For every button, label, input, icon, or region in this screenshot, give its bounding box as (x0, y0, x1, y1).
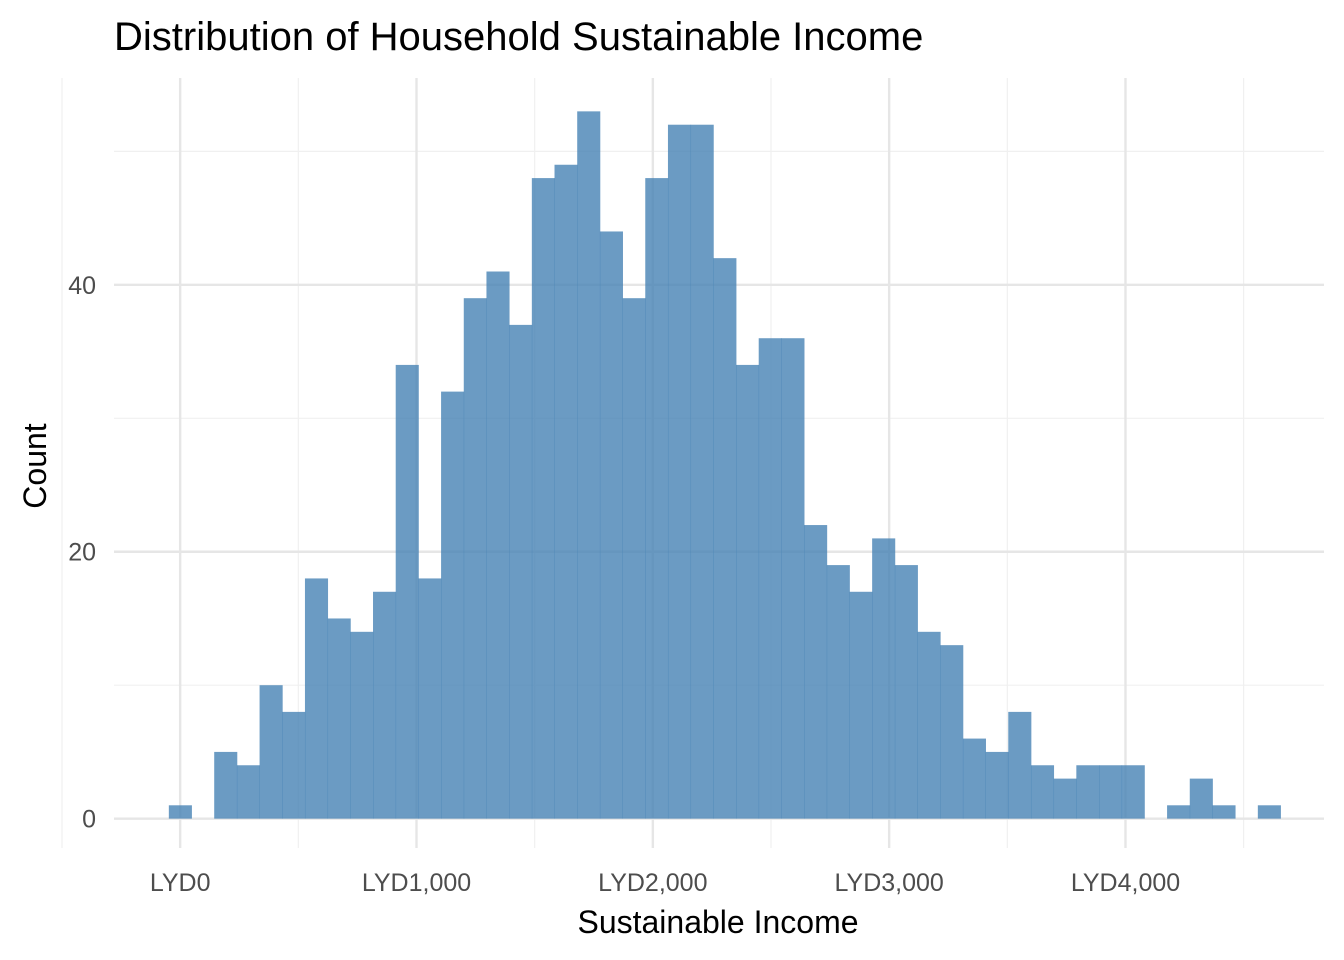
histogram-bar (441, 391, 465, 819)
x-tick-label: LYD1,000 (362, 869, 471, 897)
histogram-bar (1121, 765, 1145, 819)
histogram-bar (373, 591, 397, 819)
histogram-bar (1053, 778, 1077, 819)
histogram-bar (667, 124, 692, 819)
histogram-bar (690, 124, 714, 819)
histogram-bar (758, 338, 782, 819)
histogram-bar (168, 805, 192, 819)
histogram-bar (395, 364, 419, 819)
histogram-bar (940, 645, 964, 819)
histogram-bar (985, 751, 1009, 819)
histogram-bar (236, 765, 260, 819)
x-axis-ticks: LYD0 LYD1,000 LYD2,000 LYD3,000 LYD4,000 (150, 869, 1180, 897)
y-tick-label: 40 (68, 272, 96, 300)
histogram-bar (282, 711, 306, 819)
histogram-bar (894, 565, 918, 819)
histogram-bar (463, 298, 487, 819)
x-tick-label: LYD0 (150, 869, 211, 897)
histogram-bar (849, 591, 873, 819)
histogram-bar (645, 178, 669, 819)
x-tick-label: LYD4,000 (1071, 869, 1180, 897)
histogram-bar (622, 298, 646, 819)
histogram-bar (1212, 805, 1236, 819)
histogram-bar (259, 685, 283, 819)
histogram-bar (214, 751, 238, 819)
histogram-bar (713, 258, 737, 819)
y-axis-title: Count (17, 423, 53, 509)
histogram-bar (418, 578, 442, 819)
histogram-bar (554, 164, 578, 819)
histogram-bar (1030, 765, 1055, 819)
histogram-bar (531, 178, 555, 819)
histogram-bar (509, 324, 533, 819)
histogram-bar (486, 271, 510, 819)
x-tick-label: LYD2,000 (598, 869, 707, 897)
histogram-bar (304, 578, 329, 819)
histogram-bar (577, 111, 601, 819)
histogram-bar (781, 338, 805, 819)
histogram-bar (1099, 765, 1123, 819)
y-tick-label: 0 (82, 806, 96, 834)
histogram-bar (736, 364, 760, 819)
histogram-bar (1189, 778, 1213, 819)
y-axis-ticks: 0 20 40 (68, 272, 96, 834)
chart-title: Distribution of Household Sustainable In… (114, 15, 923, 59)
histogram-bar (917, 631, 941, 819)
histogram-bar (962, 738, 986, 819)
histogram-bar (804, 525, 828, 819)
x-axis-title: Sustainable Income (577, 904, 858, 940)
histogram-bars (168, 111, 1281, 819)
histogram-bar (327, 618, 351, 819)
histogram-bar (1008, 711, 1032, 819)
histogram-bar (599, 231, 623, 819)
histogram-bar (1257, 805, 1281, 819)
histogram-bar (350, 631, 374, 819)
histogram-bar (1076, 765, 1100, 819)
histogram-bar (872, 538, 896, 819)
y-tick-label: 20 (68, 539, 96, 567)
x-tick-label: LYD3,000 (834, 869, 943, 897)
histogram-bar (826, 565, 850, 819)
histogram-bar (1167, 805, 1191, 819)
